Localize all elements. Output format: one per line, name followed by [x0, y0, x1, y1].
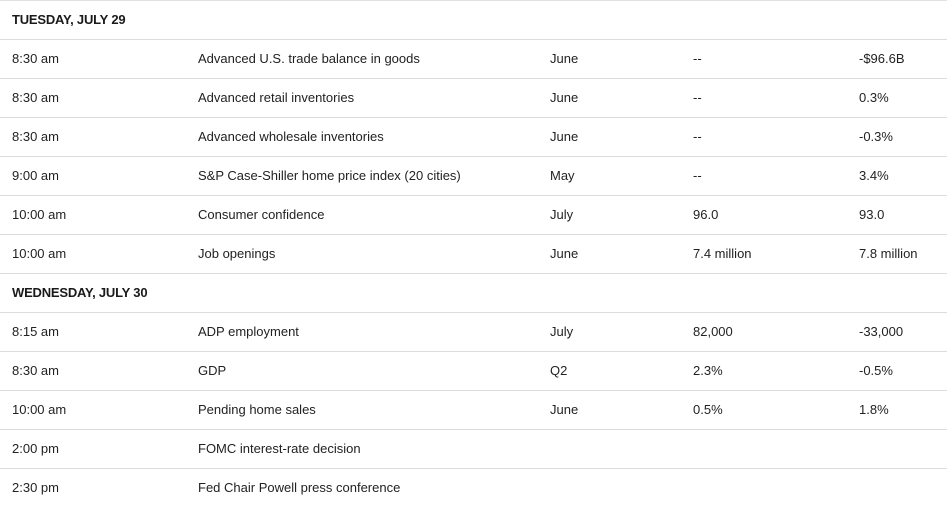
event-forecast: -- — [693, 51, 702, 66]
event-forecast: 82,000 — [693, 324, 733, 339]
event-previous: -33,000 — [859, 324, 904, 339]
table-row: 9:00 am S&P Case-Shiller home price inde… — [0, 157, 947, 196]
event-name: S&P Case-Shiller home price index (20 ci… — [198, 168, 461, 183]
event-forecast: 7.4 million — [693, 246, 752, 261]
event-forecast: 96.0 — [693, 207, 719, 222]
event-time: 2:00 pm — [12, 441, 59, 456]
event-forecast: -- — [693, 168, 702, 183]
event-name: FOMC interest-rate decision — [198, 441, 361, 456]
event-previous: -0.3% — [859, 129, 893, 144]
event-time: 10:00 am — [12, 402, 67, 417]
event-previous: 1.8% — [859, 402, 889, 417]
event-name: Consumer confidence — [198, 207, 325, 222]
table-row: 2:00 pm FOMC interest-rate decision — [0, 430, 947, 469]
event-time: 8:30 am — [12, 51, 59, 66]
event-previous: 0.3% — [859, 90, 889, 105]
table-row: 8:15 am ADP employment July 82,000 -33,0… — [0, 313, 947, 352]
event-period: July — [550, 324, 574, 339]
event-period: July — [550, 207, 574, 222]
event-period: June — [550, 246, 579, 261]
event-time: 8:30 am — [12, 90, 59, 105]
table-row: 8:30 am Advanced wholesale inventories J… — [0, 118, 947, 157]
event-period: May — [550, 168, 575, 183]
event-time: 9:00 am — [12, 168, 59, 183]
event-previous: 7.8 million — [859, 246, 918, 261]
event-name: Pending home sales — [198, 402, 316, 417]
table-row: 8:30 am Advanced U.S. trade balance in g… — [0, 40, 947, 79]
event-time: 2:30 pm — [12, 480, 59, 495]
event-time: 8:30 am — [12, 363, 59, 378]
event-forecast: 0.5% — [693, 402, 723, 417]
table-row: 2:30 pm Fed Chair Powell press conferenc… — [0, 469, 947, 507]
event-name: Advanced U.S. trade balance in goods — [198, 51, 420, 66]
event-forecast: 2.3% — [693, 363, 723, 378]
table-row: 8:30 am GDP Q2 2.3% -0.5% — [0, 352, 947, 391]
event-time: 8:30 am — [12, 129, 59, 144]
event-name: Fed Chair Powell press conference — [198, 480, 401, 495]
event-time: 10:00 am — [12, 246, 67, 261]
event-previous: -$96.6B — [859, 51, 905, 66]
table-row: 10:00 am Consumer confidence July 96.0 9… — [0, 196, 947, 235]
table-row: 8:30 am Advanced retail inventories June… — [0, 79, 947, 118]
event-forecast: -- — [693, 90, 702, 105]
event-name: GDP — [198, 363, 227, 378]
event-period: June — [550, 51, 579, 66]
event-previous: 93.0 — [859, 207, 885, 222]
day-header: WEDNESDAY, JULY 30 — [0, 274, 947, 313]
event-name: Advanced wholesale inventories — [198, 129, 384, 144]
event-period: June — [550, 129, 579, 144]
event-name: ADP employment — [198, 324, 299, 339]
day-title: WEDNESDAY, JULY 30 — [12, 285, 148, 300]
event-period: June — [550, 402, 579, 417]
day-title: TUESDAY, JULY 29 — [12, 12, 126, 27]
event-name: Advanced retail inventories — [198, 90, 355, 105]
event-period: Q2 — [550, 363, 568, 378]
event-name: Job openings — [198, 246, 276, 261]
table-row: 10:00 am Pending home sales June 0.5% 1.… — [0, 391, 947, 430]
event-period: June — [550, 90, 579, 105]
table-row: 10:00 am Job openings June 7.4 million 7… — [0, 235, 947, 274]
event-time: 10:00 am — [12, 207, 67, 222]
event-previous: 3.4% — [859, 168, 889, 183]
event-previous: -0.5% — [859, 363, 893, 378]
event-forecast: -- — [693, 129, 702, 144]
event-time: 8:15 am — [12, 324, 59, 339]
day-header: TUESDAY, JULY 29 — [0, 1, 947, 40]
